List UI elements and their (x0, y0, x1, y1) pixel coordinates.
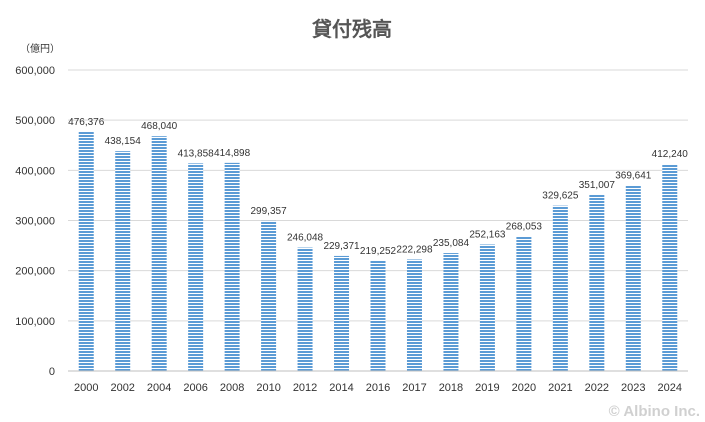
x-tick-label: 2019 (475, 382, 499, 394)
x-axis-ticks: 2000 2002 2004 2006 2008 2010 2012 2014 2016 2017… (74, 382, 682, 394)
bar-2024 (662, 164, 678, 371)
bar-2022 (589, 194, 605, 371)
y-tick-label: 300,000 (15, 216, 55, 228)
bar-2004 (151, 136, 167, 371)
data-label: 235,084 (433, 238, 470, 249)
x-tick-label: 2000 (74, 382, 98, 394)
x-tick-label: 2010 (256, 382, 280, 394)
chart-title: 貸付残高 (311, 17, 392, 41)
bar-2016 (370, 261, 386, 371)
bar-2014 (334, 255, 350, 371)
x-tick-label: 2014 (329, 382, 353, 394)
y-tick-label: 100,000 (15, 316, 55, 328)
data-label: 222,298 (396, 244, 433, 255)
data-label: 413,858 (178, 148, 215, 159)
data-label: 476,376 (68, 117, 105, 128)
data-label: 299,357 (251, 206, 288, 217)
bar-2002 (115, 151, 131, 371)
bar-2023 (625, 185, 641, 371)
x-tick-label: 2008 (220, 382, 244, 394)
x-tick-label: 2016 (366, 382, 390, 394)
data-label: 252,163 (469, 229, 506, 240)
bars (78, 132, 678, 371)
y-tick-label: 600,000 (15, 65, 55, 77)
bar-2019 (479, 244, 495, 371)
data-label: 414,898 (214, 148, 251, 159)
y-tick-label: 500,000 (15, 115, 55, 127)
bar-2008 (224, 162, 240, 371)
y-tick-label: 200,000 (15, 266, 55, 278)
x-tick-label: 2012 (293, 382, 317, 394)
x-tick-label: 2020 (512, 382, 536, 394)
y-axis-ticks: 0 100,000 200,000 300,000 400,000 500,000 600,… (15, 65, 55, 378)
bar-2012 (297, 247, 313, 371)
data-label: 329,625 (542, 191, 579, 202)
bar-2018 (443, 253, 459, 371)
y-tick-label: 400,000 (15, 165, 55, 177)
y-tick-label: 0 (49, 366, 55, 378)
y-axis-unit-label: （億円） (20, 42, 60, 55)
data-label: 438,154 (105, 136, 142, 147)
x-tick-label: 2017 (402, 382, 426, 394)
x-tick-label: 2024 (658, 382, 682, 394)
x-tick-label: 2004 (147, 382, 171, 394)
data-label: 468,040 (141, 121, 178, 132)
bar-2021 (552, 205, 568, 371)
bar-2000 (78, 132, 94, 371)
bar-2017 (406, 259, 422, 371)
data-label: 412,240 (652, 149, 689, 160)
x-tick-label: 2021 (548, 382, 572, 394)
data-label: 246,048 (287, 233, 324, 244)
x-tick-label: 2022 (585, 382, 609, 394)
x-tick-label: 2002 (110, 382, 134, 394)
data-label: 268,053 (506, 222, 543, 233)
data-label: 219,252 (360, 246, 397, 257)
x-tick-label: 2006 (183, 382, 207, 394)
bar-2010 (261, 220, 277, 371)
x-tick-label: 2023 (621, 382, 645, 394)
gridlines (68, 69, 688, 322)
copyright-watermark: © Albino Inc. (609, 403, 700, 420)
bar-2006 (188, 163, 204, 371)
bar-2020 (516, 236, 532, 371)
data-label: 369,641 (615, 171, 652, 182)
data-label: 229,371 (323, 241, 360, 252)
x-tick-label: 2018 (439, 382, 463, 394)
data-label: 351,007 (579, 180, 616, 191)
